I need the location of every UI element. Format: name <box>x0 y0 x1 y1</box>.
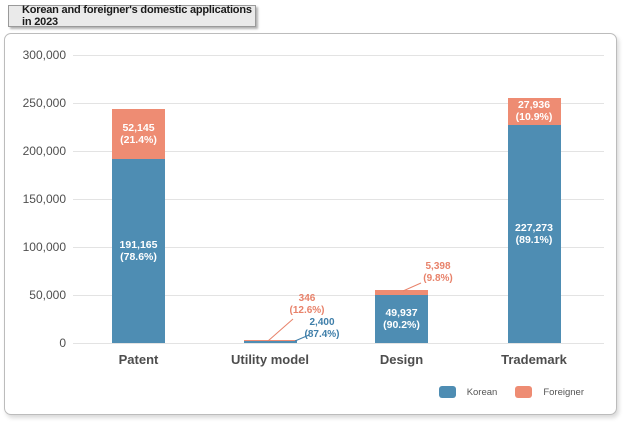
legend: Korean Foreigner <box>0 386 617 398</box>
y-tick-label-300000: 300,000 <box>22 48 66 62</box>
x-label-trademark: Trademark <box>501 352 567 367</box>
bar-label-patent-korean: 191,165 (78.6%) <box>119 239 158 264</box>
gridline-100000 <box>73 247 604 248</box>
bar-label-trademark-korean: 227,273 (89.1%) <box>515 221 553 246</box>
legend-item-korean: Korean <box>438 386 498 398</box>
gridline-50000 <box>73 295 604 296</box>
bar-design-korean <box>375 295 428 343</box>
callout-utility-model-foreigner: 346 (12.6%) <box>289 293 325 316</box>
bar-utility-model-korean <box>243 340 297 343</box>
y-tick-label-0: 0 <box>59 336 66 350</box>
bar-label-trademark-foreigner: 27,936 (10.9%) <box>515 99 553 124</box>
bar-label-patent-foreigner: 52,145 (21.4%) <box>120 122 157 147</box>
bar-trademark-korean <box>507 124 561 343</box>
legend-label-korean: Korean <box>466 386 498 398</box>
chart-title: Korean and foreigner's domestic applicat… <box>22 4 252 28</box>
y-tick-label-250000: 250,000 <box>22 96 66 110</box>
gridline-250000 <box>73 103 604 104</box>
legend-swatch-foreigner <box>515 386 533 398</box>
bar-design-foreigner <box>375 289 428 296</box>
y-tick-label-200000: 200,000 <box>22 144 66 158</box>
bar-utility-model-foreigner <box>243 340 297 342</box>
bar-label-design-korean: 49,937 (90.2%) <box>383 307 420 332</box>
gridline-150000 <box>73 199 604 200</box>
callout-design-foreigner: 5,398 (9.8%) <box>423 261 453 284</box>
gridline-200000 <box>73 151 604 152</box>
gridline-0 <box>73 343 604 344</box>
gridline-300000 <box>73 55 604 56</box>
x-label-utility-model: Utility model <box>230 352 310 367</box>
legend-swatch-korean <box>438 386 456 398</box>
y-tick-label-100000: 100,000 <box>22 240 66 254</box>
legend-item-foreigner: Foreigner <box>515 386 584 398</box>
y-tick-label-50000: 50,000 <box>29 288 66 302</box>
callout-utility-model-korean: 2,400 (87.4%) <box>304 317 340 340</box>
bar-patent-foreigner <box>112 109 165 160</box>
x-label-patent: Patent <box>118 352 159 367</box>
bar-trademark-foreigner <box>507 97 561 125</box>
x-label-design: Design <box>379 352 424 367</box>
legend-label-foreigner: Foreigner <box>543 386 584 398</box>
chart-title-box: Korean and foreigner's domestic applicat… <box>8 4 256 28</box>
bar-patent-korean <box>112 159 165 343</box>
y-tick-label-150000: 150,000 <box>22 192 66 206</box>
